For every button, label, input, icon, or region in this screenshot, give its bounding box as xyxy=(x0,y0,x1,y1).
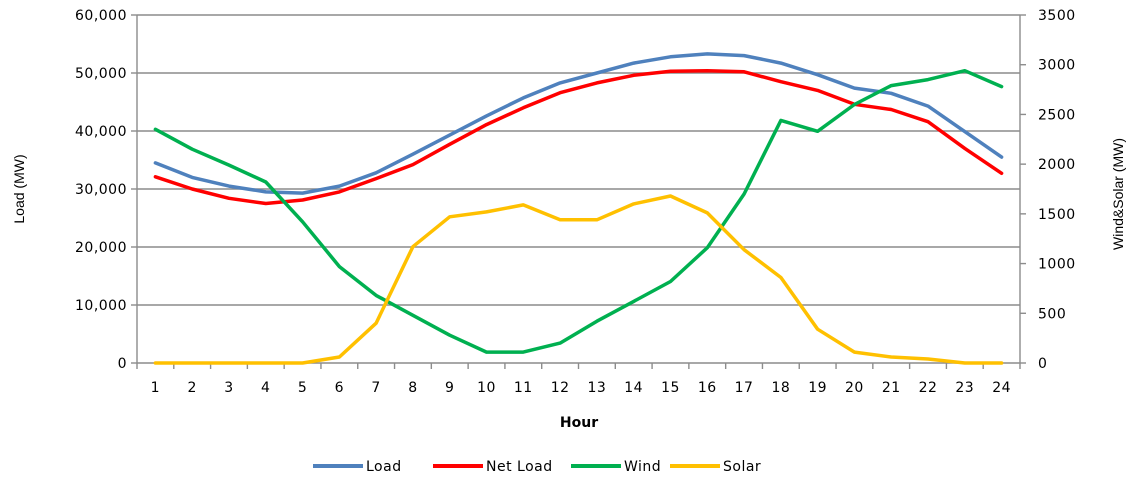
x-tick-label: 17 xyxy=(735,380,754,396)
y-left-tick-label: 50,000 xyxy=(75,66,127,82)
x-tick-label: 20 xyxy=(845,380,864,396)
legend-label-wind: Wind xyxy=(624,459,661,475)
y-axis-left-title: Load (MW) xyxy=(11,154,27,223)
x-tick-label: 7 xyxy=(371,380,380,396)
x-tick-label: 14 xyxy=(624,380,643,396)
y-left-tick-label: 60,000 xyxy=(75,8,127,24)
y-right-tick-label: 1500 xyxy=(1038,207,1076,223)
x-tick-label: 8 xyxy=(408,380,417,396)
x-tick-label: 9 xyxy=(445,380,454,396)
legend: Load Net Load Wind Solar xyxy=(313,459,761,475)
y-axis-right-title: Wind&Solar (MW) xyxy=(1110,138,1126,250)
y-left-tick-label: 30,000 xyxy=(75,182,127,198)
x-tick-label: 15 xyxy=(661,380,680,396)
y-left-tick-label: 10,000 xyxy=(75,298,127,314)
y-right-tick-label: 0 xyxy=(1038,356,1047,372)
y-right-tick-label: 2000 xyxy=(1038,157,1076,173)
x-axis: 1 2 3 4 5 6 7 8 9 10 11 12 13 14 15 16 17 18 19 20 21 22 23 24 xyxy=(136,363,1021,396)
x-tick-label: 22 xyxy=(919,380,938,396)
x-tick-label: 10 xyxy=(477,380,496,396)
y-right-tick-label: 1000 xyxy=(1038,257,1076,273)
x-tick-label: 5 xyxy=(298,380,307,396)
gridlines xyxy=(136,14,1021,364)
y-left-tick-label: 40,000 xyxy=(75,124,127,140)
series-line-net-load xyxy=(153,68,1004,206)
x-tick-label: 1 xyxy=(151,380,160,396)
series-layer xyxy=(153,52,1004,365)
series-line-wind xyxy=(153,68,1004,354)
x-tick-label: 23 xyxy=(955,380,974,396)
series-line-solar xyxy=(153,194,1004,365)
legend-label-net-load: Net Load xyxy=(486,459,553,475)
x-tick-label: 18 xyxy=(771,380,790,396)
x-tick-label: 6 xyxy=(335,380,344,396)
y-right-tick-label: 2500 xyxy=(1038,107,1076,123)
legend-label-load: Load xyxy=(366,459,402,475)
x-tick-label: 16 xyxy=(698,380,717,396)
series-line-load xyxy=(153,52,1004,195)
x-tick-label: 2 xyxy=(187,380,196,396)
x-tick-label: 13 xyxy=(587,380,606,396)
y-axis-right: 0 500 1000 1500 2000 2500 3000 3500 xyxy=(1020,8,1076,372)
y-left-tick-label: 20,000 xyxy=(75,240,127,256)
y-axis-left: 0 10,000 20,000 30,000 40,000 50,000 60,000 xyxy=(75,8,137,372)
y-left-tick-label: 0 xyxy=(118,356,127,372)
x-tick-label: 11 xyxy=(514,380,533,396)
x-tick-label: 3 xyxy=(224,380,233,396)
legend-label-solar: Solar xyxy=(723,459,761,475)
y-right-tick-label: 500 xyxy=(1038,306,1066,322)
x-tick-label: 21 xyxy=(882,380,901,396)
x-axis-title: Hour xyxy=(560,415,598,431)
x-tick-label: 4 xyxy=(261,380,270,396)
x-tick-label: 12 xyxy=(551,380,570,396)
x-tick-label: 19 xyxy=(808,380,827,396)
x-tick-label: 24 xyxy=(992,380,1011,396)
y-right-tick-label: 3500 xyxy=(1038,8,1076,24)
y-right-tick-label: 3000 xyxy=(1038,58,1076,74)
